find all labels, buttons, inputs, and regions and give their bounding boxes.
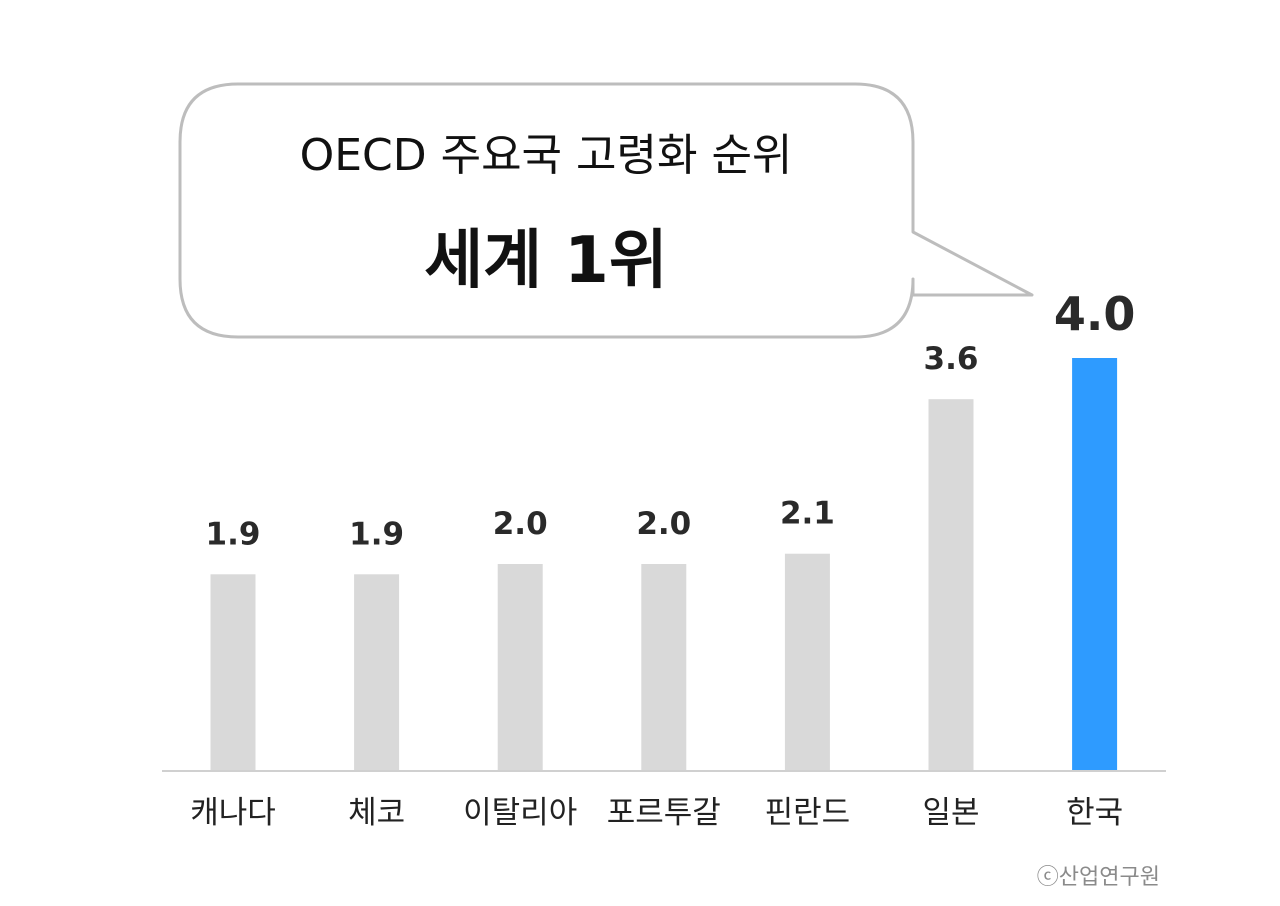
value-label-1: 1.9 (206, 516, 261, 552)
value-label-6: 3.6 (924, 341, 979, 377)
value-label-4: 2.0 (636, 506, 691, 542)
bar-group: 1.9 캐나다 1.9 체코 2.0 이탈리아 2.0 포르투갈 2.1 핀란드 3.6 일본 4.0 한… (190, 287, 1135, 831)
bar-4 (641, 564, 687, 770)
bar-5 (784, 553, 830, 770)
source-credit: ⓒ산업연구원 (1037, 865, 1160, 890)
bar-3 (497, 564, 543, 770)
value-label-3: 2.0 (493, 506, 548, 542)
value-label-2: 1.9 (349, 516, 404, 552)
category-label-5: 핀란드 (765, 795, 851, 831)
value-label-5: 2.1 (780, 496, 835, 532)
bar-2 (354, 574, 400, 770)
value-label-7: 4.0 (1054, 287, 1136, 341)
callout-line2: 세계 1위 (424, 224, 667, 298)
category-label-4: 포르투갈 (607, 795, 721, 831)
bar-6 (928, 399, 974, 770)
category-label-3: 이탈리아 (463, 795, 577, 831)
callout-bubble (178, 82, 1034, 339)
category-label-2: 체코 (348, 795, 405, 831)
bar-1 (210, 574, 256, 770)
bar-7 (1072, 358, 1118, 770)
category-label-6: 일본 (922, 795, 979, 831)
callout-line1: OECD 주요국 고령화 순위 (300, 130, 793, 181)
category-label-7: 한국 (1066, 795, 1123, 831)
category-label-1: 캐나다 (190, 795, 276, 831)
